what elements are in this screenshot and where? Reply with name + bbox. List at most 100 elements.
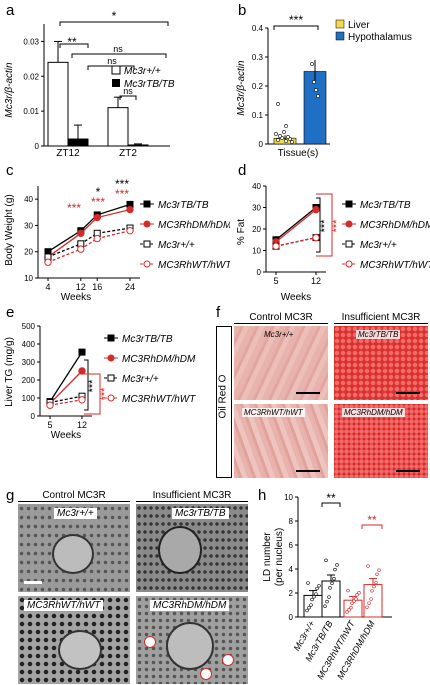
c-legend-marker <box>143 220 151 228</box>
e-sig-black: *** <box>87 379 99 393</box>
c-legend-label: Mc3r+/+ <box>158 240 195 251</box>
h-point <box>349 605 353 610</box>
e-legend-label: Mc3rTB/TB <box>122 334 173 345</box>
d-ytick-label: 30 <box>252 204 261 213</box>
e-point <box>46 401 54 409</box>
d-legend-label: MC3RhWT/hWT <box>360 260 430 271</box>
h-point <box>328 586 332 590</box>
a-bar-1-0 <box>67 138 89 147</box>
c-xtick-label: 16 <box>92 282 102 292</box>
panel-label-b: b <box>238 2 247 19</box>
chart-d: % Fat 0 10 20 30 40 5 12 Weeks *** *** Mc3rTB/… <box>236 182 430 303</box>
h-point <box>307 606 311 610</box>
g-nucleus-tb <box>158 526 202 574</box>
b-ytick-label: 0.3 <box>252 53 264 62</box>
c-legend-marker <box>143 200 151 208</box>
c-sig-red-1: *** <box>67 201 81 215</box>
a-ytick-label: 0.01 <box>23 107 39 116</box>
e-legend-label: MC3RhDM/hDM <box>122 354 196 365</box>
f-side-label: Oil Red O <box>217 374 229 419</box>
c-ylabel: Body Weight (g) <box>4 194 15 266</box>
panel-f-micrographs: Control MC3R Insufficient MC3R Oil Red O… <box>214 312 428 487</box>
b-point <box>284 124 288 128</box>
c-legend-label: MC3RhWT/hWT <box>158 260 230 271</box>
c-series-line-1 <box>47 209 131 258</box>
e-xtick-label: 12 <box>77 420 87 430</box>
g-label-hwt: MC3RhWT/hWT <box>24 600 104 611</box>
c-sig-black-2: *** <box>115 177 129 191</box>
h-ylabel2: (per nucleus) <box>274 528 285 586</box>
c-point <box>44 258 52 266</box>
e-xtick-label: 5 <box>47 420 52 430</box>
e-ytick-label: 0 <box>31 412 36 421</box>
g-image-wt: Mc3r+/+ <box>18 504 130 592</box>
a-ylabel: Mc3r/β-actin <box>4 62 15 118</box>
d-xtick-label: 5 <box>273 276 278 286</box>
d-legend-marker <box>345 200 353 208</box>
f-scale-bar-1 <box>296 392 320 394</box>
b-point <box>290 140 294 144</box>
e-ytick-label: 200 <box>22 376 36 385</box>
a-sig-2: ** <box>67 35 77 49</box>
e-legend-marker <box>107 354 115 362</box>
e-legend-label: MC3RhWT/hWT <box>122 394 196 405</box>
h-point <box>310 597 314 602</box>
g-label-hdm: MC3RhDM/hDM <box>150 600 230 611</box>
f-header-control: Control MC3R <box>234 312 328 324</box>
d-legend-label: Mc3rTB/TB <box>360 200 411 211</box>
h-bar-1 <box>321 580 341 618</box>
panel-label-a: a <box>6 2 15 19</box>
b-point <box>274 132 278 136</box>
c-legend-label: Mc3rTB/TB <box>158 200 209 211</box>
a-bar-0-1 <box>107 107 129 147</box>
e-ylabel: Liver TG (mg/g) <box>4 337 15 407</box>
d-series-line-3 <box>275 236 317 247</box>
a-ytick-label: 0.02 <box>23 72 39 81</box>
c-xlabel: Weeks <box>61 292 91 303</box>
a-sig-3: ns <box>113 44 123 54</box>
h-point <box>369 597 373 601</box>
h-ytick-label: 8 <box>289 517 294 526</box>
panel-label-f: f <box>216 304 221 321</box>
h-point <box>354 597 358 601</box>
c-ytick-label: 30 <box>24 221 33 230</box>
f-header-insufficient: Insufficient MC3R <box>334 312 428 324</box>
e-xlabel: Weeks <box>51 430 81 441</box>
h-point <box>325 599 329 604</box>
f-scale-bar-2 <box>396 392 420 394</box>
c-xtick-label: 24 <box>125 282 135 292</box>
a-legend-tb: Mc3rTB/TB <box>124 79 175 90</box>
d-legend-marker <box>345 220 353 228</box>
panel-label-e: e <box>6 304 15 321</box>
a-xcat-zt12: ZT12 <box>56 148 80 159</box>
c-xtick-label: 4 <box>45 282 50 292</box>
g-image-tb: Mc3rTB/TB <box>136 504 248 592</box>
b-point <box>276 138 280 142</box>
g-label-tb: Mc3rTB/TB <box>172 508 229 519</box>
e-legend-marker <box>107 394 115 402</box>
h-point <box>377 568 381 572</box>
e-series-line-3 <box>49 399 83 406</box>
f-image-hwt: MC3RhWT/hWT <box>234 404 328 478</box>
c-point <box>126 226 134 235</box>
a-bar-0-0 <box>47 61 69 147</box>
g-scale-bar <box>24 581 42 584</box>
e-series-line-1 <box>49 370 83 404</box>
e-series-line-2 <box>49 395 83 404</box>
a-legend-wt: Mc3r+/+ <box>124 66 161 77</box>
d-ytick-label: 10 <box>252 247 261 256</box>
h-point <box>323 604 327 608</box>
h-point <box>317 584 321 588</box>
d-point <box>312 233 320 242</box>
b-ytick-label: 0.2 <box>252 82 264 91</box>
e-legend-label: Mc3r+/+ <box>122 374 159 385</box>
a-ytick-label: 0.03 <box>23 37 39 46</box>
panel-label-d: d <box>238 162 247 179</box>
d-legend-label: MC3RhDM/hDM <box>360 220 430 231</box>
e-point <box>78 348 86 356</box>
c-ytick-label: 40 <box>24 195 33 204</box>
h-sig-black: ** <box>326 491 336 505</box>
a-bar-1-1 <box>127 144 149 147</box>
h-point <box>330 581 334 585</box>
